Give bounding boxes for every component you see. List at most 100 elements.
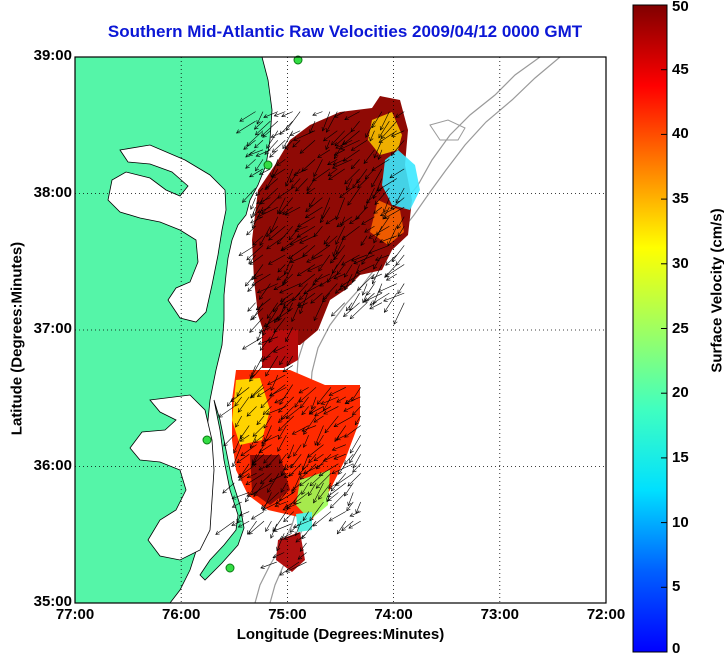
velocity-vector [301,406,309,415]
velocity-vector [331,130,345,146]
velocity-vector-head [252,275,258,280]
velocity-vector [280,406,294,420]
velocity-vector-head [355,269,361,274]
velocity-vector-head [311,254,316,259]
velocity-vector [284,140,293,150]
velocity-vector-head [356,286,362,291]
velocity-vector-head [230,397,235,403]
velocity-vector-head [313,232,318,238]
velocity-vector-head [306,186,311,192]
velocity-vector-head [339,283,345,288]
velocity-vector [282,206,293,215]
velocity-vector [345,302,353,311]
velocity-vector-head [397,232,402,237]
velocity-vector [279,355,286,365]
velocity-vector [246,226,256,236]
velocity-vector-head [343,407,348,412]
velocity-vector [313,302,323,321]
velocity-vector [334,140,346,159]
x-tick-label: 72:00 [586,606,626,623]
velocity-vector-head [369,137,374,142]
velocity-vector-head [385,261,390,266]
velocity-vector-head [238,512,244,517]
velocity-vector-head [350,146,356,151]
velocity-vector-head [289,528,294,533]
velocity-vector-head [301,534,306,540]
velocity-vector [308,197,316,208]
velocity-vector [384,264,398,278]
velocity-vector [294,225,308,232]
velocity-vector [257,206,278,218]
velocity-vector-head [369,301,375,306]
velocity-vector-head [250,515,256,520]
velocity-vector [312,111,323,116]
velocity-vector-head [291,430,297,435]
velocity-vector [317,149,331,158]
velocity-vector [344,425,361,438]
velocity-vector [293,168,308,176]
velocity-vector [371,111,383,128]
velocity-vector-head [286,505,291,510]
velocity-vector-head [333,255,338,261]
velocity-vector-head [265,184,270,190]
velocity-vector-head [344,116,349,120]
velocity-vector [260,396,272,409]
velocity-vector-head [267,488,272,493]
patch-northern-light [382,150,420,210]
velocity-vector [273,523,292,532]
outer-banks [199,399,245,581]
velocity-vector [371,159,390,171]
velocity-vector-head [222,489,227,494]
velocity-vector [253,273,264,279]
velocity-vector-head [296,272,302,277]
velocity-vector-head [335,289,340,294]
velocity-vector [340,216,346,227]
velocity-vector-head [333,455,339,460]
x-tick-label: 77:00 [55,606,95,623]
velocity-vector [261,120,279,137]
velocity-vector-head [397,289,402,295]
velocity-vector [299,140,316,154]
velocity-vector-head [292,143,297,148]
velocity-vector-head [363,159,368,165]
velocity-vector [293,520,309,528]
velocity-vector-head [249,374,254,380]
velocity-vector [397,283,405,294]
velocity-vector [339,283,353,291]
velocity-vector-head [261,209,266,215]
velocity-vector-head [265,463,271,469]
velocity-vector [299,542,307,552]
velocity-vector-head [282,368,288,373]
velocity-vector-head [247,307,252,312]
velocity-vector-head [350,127,355,133]
velocity-vector-head [334,142,339,147]
velocity-vector [284,473,294,478]
velocity-vector [276,533,285,551]
velocity-vector-head [280,246,286,251]
velocity-vector-head [276,161,281,166]
velocity-vector [300,396,309,409]
velocity-vector [236,387,243,397]
velocity-vector-head [254,131,260,136]
velocity-vector-head [246,141,251,147]
velocity-vector [218,406,235,418]
velocity-vector [380,111,390,131]
velocity-vector-head [365,133,370,138]
velocity-vector-head [266,232,271,237]
velocity-vector-head [341,261,346,266]
velocity-vector [237,463,257,478]
velocity-vector-head [249,443,254,449]
velocity-vector-head [374,200,379,206]
velocity-vector [270,216,279,233]
velocity-vector [242,187,256,203]
velocity-vector [314,425,324,446]
velocity-vector-head [371,182,376,188]
velocity-vector [265,168,279,189]
x-tick-label: 73:00 [480,606,519,623]
velocity-vector-head [374,256,380,261]
velocity-vector [351,159,360,169]
velocity-vector-head [331,470,336,475]
velocity-vector-head [251,281,256,286]
velocity-vector [302,245,316,257]
velocity-vector [349,292,360,311]
